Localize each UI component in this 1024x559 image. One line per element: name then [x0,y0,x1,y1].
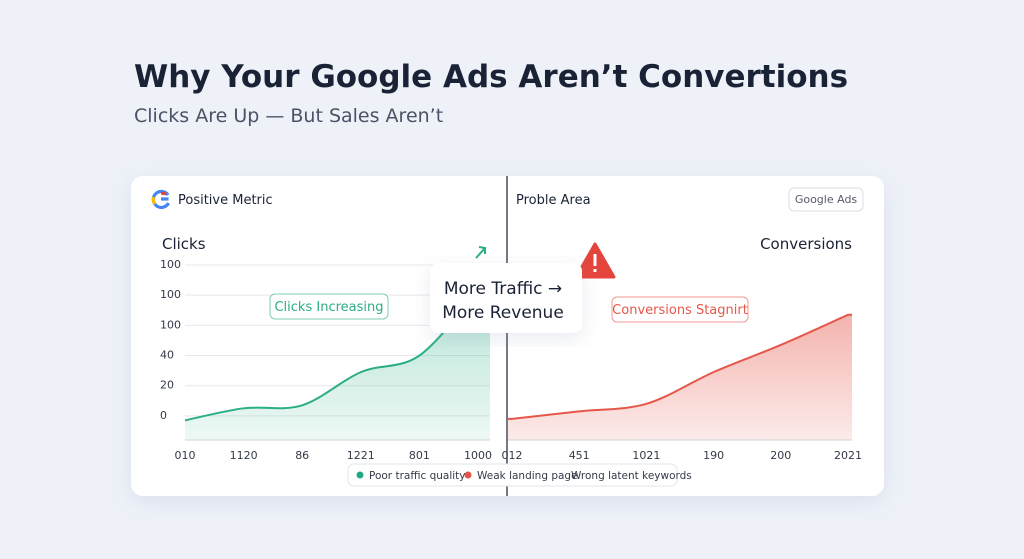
x-tick-label: 1120 [230,449,258,462]
x-tick-label: 801 [409,449,430,462]
annotation-pill [269,293,389,320]
legend [347,463,678,487]
arrow-icon [475,246,486,259]
x-tick-label: 1000 [464,449,492,462]
legend-label: Poor traffic quality [369,470,466,482]
line [184,289,490,422]
panel-label: Proble Area [516,193,591,208]
warning-icon [574,242,616,279]
subtitle: Clicks Are Up — But Sales Aren’t [134,105,443,127]
x-tick-label: 86 [295,449,309,462]
panel-label: Positive Metric [178,193,273,208]
google-icon [151,189,170,210]
x-tick-label: 200 [770,449,791,462]
badge-label: Google Ads [795,193,858,206]
line [508,313,852,420]
y-tick-label: 40 [160,349,174,362]
x-tick-label: 012 [502,449,523,462]
legend-label: Weak landing page [477,470,578,482]
y-tick-label: 100 [160,258,181,271]
badge[interactable] [788,187,864,212]
legend-label: Wrong latent keywords [571,470,692,482]
area [185,290,490,440]
x-tick-label: 1221 [347,449,375,462]
x-tick-label: 010 [175,449,196,462]
x-tick-label: 190 [703,449,724,462]
x-tick-label: 2021 [834,449,862,462]
chart-title: Conversions [760,235,852,253]
area [508,314,852,440]
callout-line: More Revenue [442,303,564,323]
annotation-pill [611,296,749,323]
legend-swatch [464,471,472,479]
title: Why Your Google Ads Aren’t Convertions [134,59,848,95]
chart-title: Clicks [162,235,206,253]
callout-line: More Traffic → [444,279,562,299]
y-tick-label: 20 [160,379,174,392]
y-tick-label: 100 [160,318,181,331]
legend-swatch [356,471,364,479]
x-tick-label: 451 [569,449,590,462]
callout [430,263,582,333]
y-tick-label: 0 [160,409,167,422]
y-tick-label: 100 [160,288,181,301]
annotation: Conversions Stagnirt [612,303,748,318]
annotation: Clicks Increasing [274,300,383,315]
x-tick-label: 1021 [632,449,660,462]
